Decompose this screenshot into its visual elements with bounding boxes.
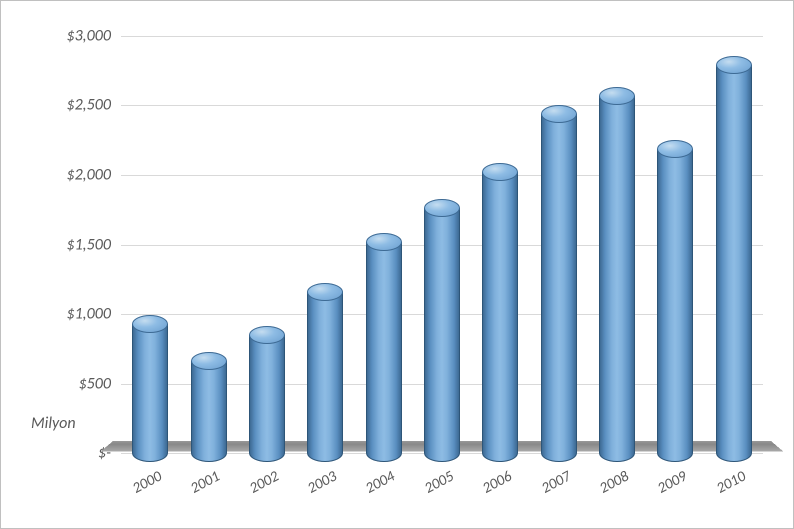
bar-slot (413, 36, 471, 453)
y-tick-label: $1,000 (66, 304, 111, 323)
bar-cylinder (482, 172, 518, 453)
bar-cylinder (191, 361, 227, 453)
bar-slot (530, 36, 588, 453)
bar-bottom-cap (541, 444, 577, 462)
y-tick-label: $2,000 (66, 165, 111, 184)
x-axis: 2000200120022003200420052006200720082009… (121, 458, 763, 518)
bar-body (249, 335, 285, 453)
bar-top-cap (132, 315, 168, 333)
bar-top-cap (716, 56, 752, 74)
bar-bottom-cap (366, 444, 402, 462)
bar-cylinder (366, 242, 402, 453)
bar-slot (354, 36, 412, 453)
bar-cylinder (716, 65, 752, 453)
bar-bottom-cap (132, 444, 168, 462)
bar-body (424, 208, 460, 453)
bar-body (132, 324, 168, 453)
bar-bottom-cap (716, 444, 752, 462)
bar-slot (646, 36, 704, 453)
bar-cylinder (132, 324, 168, 453)
bars-group (121, 36, 763, 453)
bar-cylinder (307, 292, 343, 453)
y-tick-label: $3,000 (66, 27, 111, 46)
bar-top-cap (366, 233, 402, 251)
bar-body (599, 96, 635, 453)
bar-top-cap (541, 105, 577, 123)
bar-top-cap (482, 163, 518, 181)
bar-top-cap (307, 283, 343, 301)
y-axis-title: Milyon (31, 414, 76, 433)
bar-bottom-cap (249, 444, 285, 462)
bar-slot (238, 36, 296, 453)
bar-bottom-cap (424, 444, 460, 462)
bar-slot (179, 36, 237, 453)
bar-top-cap (599, 87, 635, 105)
bar-cylinder (424, 208, 460, 453)
y-tick-label: $2,500 (66, 96, 111, 115)
bar-top-cap (191, 352, 227, 370)
bar-body (716, 65, 752, 453)
bar-top-cap (424, 199, 460, 217)
bar-cylinder (599, 96, 635, 453)
bar-body (366, 242, 402, 453)
bar-body (482, 172, 518, 453)
bar-body (657, 149, 693, 453)
bar-cylinder (541, 114, 577, 453)
chart-container: $-$500$1,000$1,500$2,000$2,500$3,000 Mil… (0, 0, 794, 529)
y-tick-label: $1,500 (66, 235, 111, 254)
bar-top-cap (249, 326, 285, 344)
bar-bottom-cap (599, 444, 635, 462)
bar-top-cap (657, 140, 693, 158)
y-axis: $-$500$1,000$1,500$2,000$2,500$3,000 (1, 36, 121, 453)
y-tick-label: $500 (79, 374, 111, 393)
bar-slot (296, 36, 354, 453)
plot-area (121, 36, 763, 453)
bar-slot (588, 36, 646, 453)
bar-slot (471, 36, 529, 453)
bar-body (191, 361, 227, 453)
bar-body (307, 292, 343, 453)
bar-cylinder (657, 149, 693, 453)
bar-bottom-cap (191, 444, 227, 462)
bar-slot (705, 36, 763, 453)
bar-slot (121, 36, 179, 453)
bar-bottom-cap (307, 444, 343, 462)
bar-cylinder (249, 335, 285, 453)
bar-body (541, 114, 577, 453)
